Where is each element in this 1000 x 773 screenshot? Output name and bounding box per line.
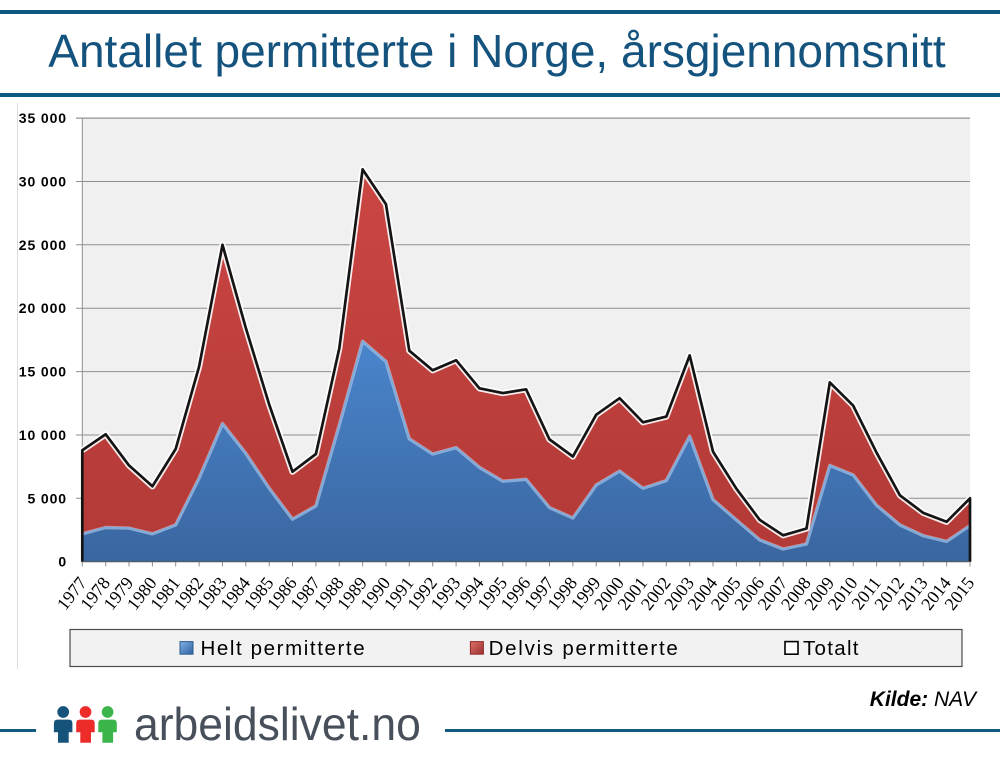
svg-text:5 000: 5 000 (27, 490, 67, 506)
svg-text:15 000: 15 000 (19, 364, 67, 380)
svg-text:Totalt: Totalt (803, 637, 860, 660)
svg-text:35 000: 35 000 (19, 110, 67, 126)
svg-text:20 000: 20 000 (19, 300, 67, 316)
svg-text:0: 0 (58, 554, 67, 570)
svg-text:Helt permitterte: Helt permitterte (201, 637, 367, 660)
svg-text:30 000: 30 000 (19, 174, 67, 190)
svg-text:10 000: 10 000 (19, 427, 67, 443)
svg-text:25 000: 25 000 (19, 237, 67, 253)
svg-text:Delvis permitterte: Delvis permitterte (489, 637, 680, 660)
